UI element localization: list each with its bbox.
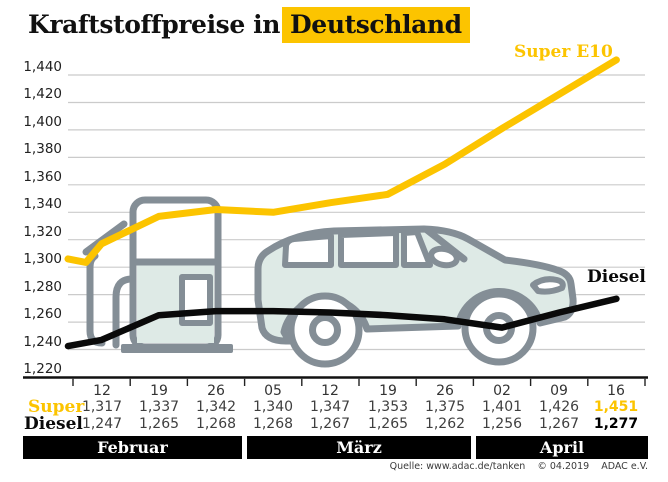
date-label: 05 xyxy=(264,383,282,399)
car-headlight xyxy=(530,276,566,295)
super-value: 1,353 xyxy=(367,399,409,415)
super-value: 1,401 xyxy=(481,399,523,415)
fuel-pump-icon xyxy=(82,196,233,353)
super-e10-line-label: Super E10 xyxy=(514,42,613,62)
car-rear-window xyxy=(282,233,334,268)
month-band: April xyxy=(476,436,648,459)
date-label: 16 xyxy=(607,383,625,399)
month-band: Februar xyxy=(23,436,242,459)
y-axis-label: 1,380 xyxy=(23,141,62,157)
super-value: 1,451 xyxy=(593,399,639,415)
car-rear-hub xyxy=(309,314,341,346)
super-e10-line xyxy=(64,56,620,266)
date-label: 19 xyxy=(150,383,168,399)
diesel-value: 1,265 xyxy=(138,416,180,432)
x-axis-layer xyxy=(23,376,648,386)
y-axis-label: 1,400 xyxy=(23,114,62,130)
diesel-value: 1,268 xyxy=(195,416,237,432)
super-value: 1,337 xyxy=(138,399,180,415)
diesel-value: 1,265 xyxy=(367,416,409,432)
y-axis-label: 1,240 xyxy=(23,334,62,350)
car-mirror xyxy=(428,245,460,269)
car-front-window xyxy=(401,229,433,268)
month-band: März xyxy=(247,436,471,459)
date-label: 12 xyxy=(321,383,339,399)
diesel-value: 1,267 xyxy=(309,416,351,432)
y-axis-label: 1,220 xyxy=(23,361,62,377)
diesel-line xyxy=(64,295,620,350)
car-middle-window xyxy=(338,230,399,268)
y-axis-label: 1,340 xyxy=(23,196,62,212)
diesel-row-label: Diesel xyxy=(24,414,83,434)
diesel-value: 1,267 xyxy=(538,416,580,432)
pump-nozzle-spout xyxy=(82,220,128,256)
date-label: 09 xyxy=(550,383,568,399)
source-note: Quelle: www.adac.de/tanken © 04.2019 ADA… xyxy=(390,461,648,472)
super-row-label: Super xyxy=(28,397,85,417)
y-axis-label: 1,420 xyxy=(23,86,62,102)
y-axis-label: 1,440 xyxy=(23,59,62,75)
y-axis-label: 1,280 xyxy=(23,279,62,295)
pump-nozzle-hose xyxy=(86,252,106,347)
y-axis-label: 1,300 xyxy=(23,251,62,267)
title-prefix: Kraftstoffpreise in xyxy=(28,10,281,39)
super-value: 1,340 xyxy=(252,399,294,415)
diesel-value: 1,268 xyxy=(252,416,294,432)
diesel-value: 1,256 xyxy=(481,416,523,432)
date-label: 19 xyxy=(379,383,397,399)
car-icon xyxy=(254,225,577,368)
super-value: 1,375 xyxy=(424,399,466,415)
y-axis-label: 1,260 xyxy=(23,306,62,322)
super-value: 1,426 xyxy=(538,399,580,415)
date-label: 12 xyxy=(93,383,111,399)
source-text: Quelle: www.adac.de/tanken xyxy=(389,461,526,472)
diesel-value: 1,247 xyxy=(81,416,123,432)
date-label: 26 xyxy=(436,383,454,399)
super-value: 1,317 xyxy=(81,399,123,415)
date-label: 26 xyxy=(207,383,225,399)
pump-base xyxy=(121,344,233,353)
y-axis-label: 1,320 xyxy=(23,224,62,240)
copyright-text: © 04.2019 xyxy=(537,461,590,472)
super-value: 1,342 xyxy=(195,399,237,415)
page-title: Kraftstoffpreise in Deutschland xyxy=(28,7,470,43)
organization-text: ADAC e.V. xyxy=(601,461,648,472)
diesel-value: 1,262 xyxy=(424,416,466,432)
title-highlight: Deutschland xyxy=(282,7,470,43)
diesel-value: 1,277 xyxy=(593,416,639,432)
super-value: 1,347 xyxy=(309,399,351,415)
diesel-line-label: Diesel xyxy=(587,267,646,287)
date-label: 02 xyxy=(493,383,511,399)
y-axis-label: 1,360 xyxy=(23,169,62,185)
